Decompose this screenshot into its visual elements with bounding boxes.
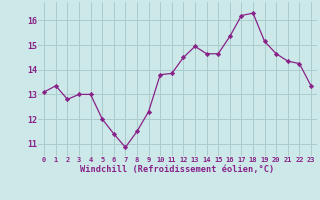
X-axis label: Windchill (Refroidissement éolien,°C): Windchill (Refroidissement éolien,°C) <box>80 165 275 174</box>
